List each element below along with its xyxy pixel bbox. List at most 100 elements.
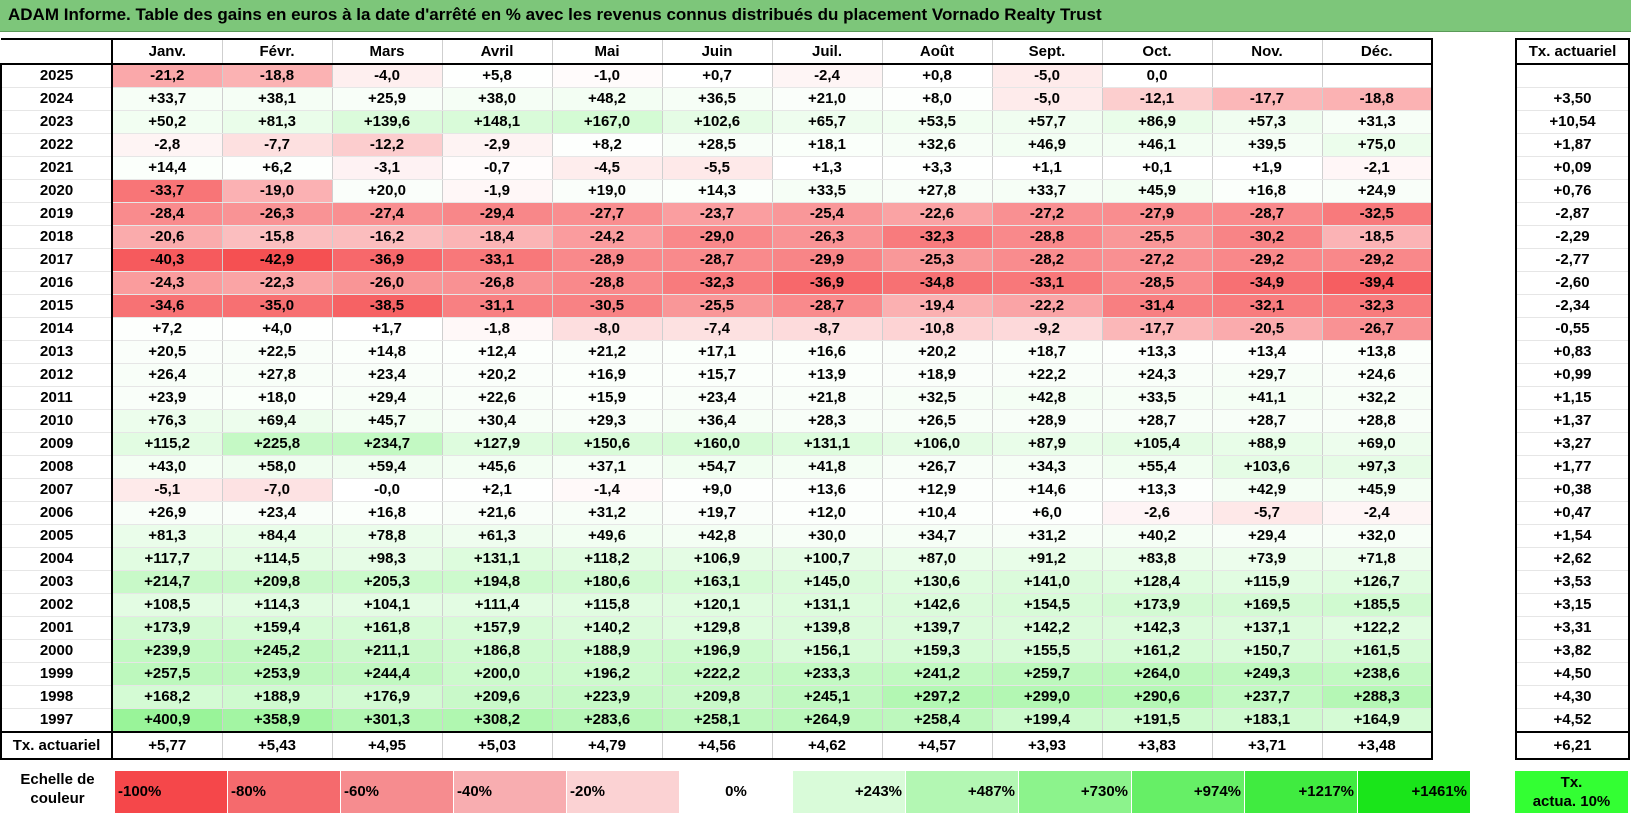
gain-cell: -19,0 bbox=[221, 179, 333, 203]
gain-cell: +45,7 bbox=[331, 409, 443, 433]
gain-cell: +283,6 bbox=[551, 708, 663, 733]
gain-cell: +205,3 bbox=[331, 570, 443, 594]
color-scale-actuarial-line2: actua. 10% bbox=[1532, 793, 1611, 810]
gain-cell: +140,2 bbox=[551, 616, 663, 640]
gain-cell: +33,5 bbox=[1101, 386, 1213, 410]
gain-cell: +25,9 bbox=[331, 87, 443, 111]
gain-cell: +0,8 bbox=[881, 64, 993, 88]
gain-cell: +1,3 bbox=[771, 156, 883, 180]
gain-cell: -10,8 bbox=[881, 317, 993, 341]
month-header: Déc. bbox=[1321, 39, 1433, 65]
gain-cell: -28,9 bbox=[551, 248, 663, 272]
gain-cell: +163,1 bbox=[661, 570, 773, 594]
actuarial-cell: +1,54 bbox=[1516, 524, 1629, 548]
gain-cell: +141,0 bbox=[991, 570, 1103, 594]
year-label: 2023 bbox=[0, 110, 113, 134]
color-scale-swatch: +487% bbox=[906, 771, 1018, 813]
color-scale-swatch: +1461% bbox=[1358, 771, 1470, 813]
table-row: 1997 +400,9 +358,9 +301,3 +308,2 +283,6 +258,1… bbox=[0, 708, 1433, 733]
gain-cell: -25,5 bbox=[1101, 225, 1213, 249]
gain-cell: +98,3 bbox=[331, 547, 443, 571]
year-label: 2012 bbox=[0, 363, 113, 387]
actuarial-row: +3,50 bbox=[1516, 87, 1629, 111]
gain-cell: +36,5 bbox=[661, 87, 773, 111]
gain-cell: +264,0 bbox=[1101, 662, 1213, 686]
gain-cell: +23,9 bbox=[111, 386, 223, 410]
actuarial-row: -2,29 bbox=[1516, 225, 1629, 249]
gain-cell: +18,0 bbox=[221, 386, 333, 410]
gain-cell: -17,7 bbox=[1211, 87, 1323, 111]
gain-cell: +13,3 bbox=[1101, 340, 1213, 364]
gain-cell: +1,7 bbox=[331, 317, 443, 341]
table-row: 2013 +20,5 +22,5 +14,8 +12,4 +21,2 +17,1 +16,6 +… bbox=[0, 340, 1433, 364]
gain-cell: +139,8 bbox=[771, 616, 883, 640]
actuarial-summary-cell: +3,71 bbox=[1211, 731, 1323, 760]
gain-cell: +214,7 bbox=[111, 570, 223, 594]
gain-cell: -26,3 bbox=[771, 225, 883, 249]
actuarial-cell: +4,52 bbox=[1516, 708, 1629, 732]
gain-cell: +209,8 bbox=[221, 570, 333, 594]
gain-cell: -28,2 bbox=[991, 248, 1103, 272]
actuarial-row: -2,77 bbox=[1516, 248, 1629, 272]
table-row: 2017 -40,3 -42,9 -36,9 -33,1 -28,9 -28,7 -29,9-… bbox=[0, 248, 1433, 272]
gain-cell: +129,8 bbox=[661, 616, 773, 640]
gain-cell: -32,1 bbox=[1211, 294, 1323, 318]
gain-cell: +186,8 bbox=[441, 639, 553, 663]
gain-cell: +209,6 bbox=[441, 685, 553, 709]
gain-cell: -2,8 bbox=[111, 133, 223, 157]
year-label: 2000 bbox=[0, 639, 113, 663]
gain-cell: +200,0 bbox=[441, 662, 553, 686]
gain-cell: +114,5 bbox=[221, 547, 333, 571]
gain-cell: +194,8 bbox=[441, 570, 553, 594]
gain-cell bbox=[1321, 64, 1433, 88]
gain-cell: +39,5 bbox=[1211, 133, 1323, 157]
gain-cell: +23,4 bbox=[221, 501, 333, 525]
table-row: 2000 +239,9 +245,2 +211,1 +186,8 +188,9 +196,9… bbox=[0, 639, 1433, 663]
gain-cell: -25,4 bbox=[771, 202, 883, 226]
gain-cell: +20,2 bbox=[881, 340, 993, 364]
gain-cell: -27,2 bbox=[991, 202, 1103, 226]
actuarial-cell: +4,50 bbox=[1516, 662, 1629, 686]
year-label: 2014 bbox=[0, 317, 113, 341]
actuarial-summary-cell: +5,43 bbox=[221, 731, 333, 760]
gain-cell: -33,7 bbox=[111, 179, 223, 203]
gain-cell: +183,1 bbox=[1211, 708, 1323, 733]
actuarial-cell: +3,27 bbox=[1516, 432, 1629, 456]
gain-cell: +57,3 bbox=[1211, 110, 1323, 134]
month-header: Sept. bbox=[991, 39, 1103, 65]
gain-cell: +78,8 bbox=[331, 524, 443, 548]
gain-cell: +115,2 bbox=[111, 432, 223, 456]
actuarial-row: +3,31 bbox=[1516, 616, 1629, 640]
gain-cell: +161,8 bbox=[331, 616, 443, 640]
year-label: 2002 bbox=[0, 593, 113, 617]
gain-cell: -7,4 bbox=[661, 317, 773, 341]
gain-cell: +42,9 bbox=[1211, 478, 1323, 502]
table-row: 2012 +26,4 +27,8 +23,4 +20,2 +16,9 +15,7 +13,9 +… bbox=[0, 363, 1433, 387]
gain-cell: -5,7 bbox=[1211, 501, 1323, 525]
gain-cell: +30,0 bbox=[771, 524, 883, 548]
year-label: 1997 bbox=[0, 708, 113, 733]
gain-cell: +28,7 bbox=[1101, 409, 1213, 433]
gain-cell: +111,4 bbox=[441, 593, 553, 617]
year-label: 2005 bbox=[0, 524, 113, 548]
gain-cell: +161,2 bbox=[1101, 639, 1213, 663]
gain-cell: -8,0 bbox=[551, 317, 663, 341]
actuarial-row: +10,54 bbox=[1516, 110, 1629, 134]
gain-cell: -26,3 bbox=[221, 202, 333, 226]
gain-cell: -29,2 bbox=[1321, 248, 1433, 272]
gain-cell: +21,2 bbox=[551, 340, 663, 364]
gain-cell: +13,3 bbox=[1101, 478, 1213, 502]
gain-cell: +104,1 bbox=[331, 593, 443, 617]
month-header: Janv. bbox=[111, 39, 223, 65]
actuarial-summary-cell: +5,03 bbox=[441, 731, 553, 760]
year-label: 1999 bbox=[0, 662, 113, 686]
gain-cell: +76,3 bbox=[111, 409, 223, 433]
actuarial-summary-row: Tx. actuariel +5,77 +5,43 +4,95 +5,03 +4,79 +4… bbox=[0, 731, 1433, 760]
year-label: 2025 bbox=[0, 64, 113, 88]
table-row: 2009 +115,2 +225,8 +234,7 +127,9 +150,6 +160,0… bbox=[0, 432, 1433, 456]
table-row: 2014 +7,2 +4,0 +1,7 -1,8 -8,0 -7,4 -8,7 -10,8 -9,… bbox=[0, 317, 1433, 341]
table-row: 2016 -24,3 -22,3 -26,0 -26,8 -28,8 -32,3 -36,9-… bbox=[0, 271, 1433, 295]
gain-cell: +28,8 bbox=[1321, 409, 1433, 433]
gain-cell: -32,3 bbox=[661, 271, 773, 295]
gain-cell: +169,5 bbox=[1211, 593, 1323, 617]
